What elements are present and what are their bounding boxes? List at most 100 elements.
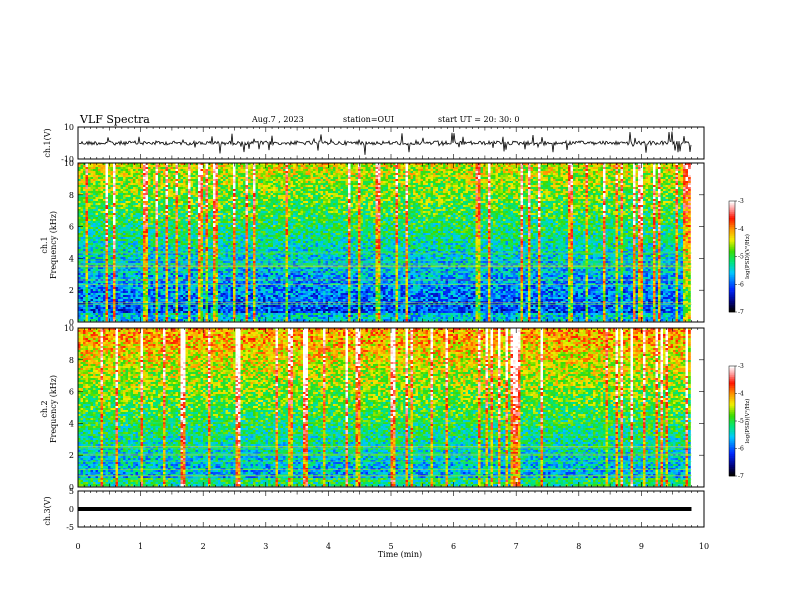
spectrogram-cell [225,317,229,320]
spectrogram-cell [78,181,81,184]
spectrogram-cell [123,227,126,230]
spectrogram-cell [118,237,121,240]
spectrogram-cell [193,211,196,214]
spectrogram-cell [140,173,144,176]
spectrogram-cell [228,169,231,172]
spectrogram-cell [175,217,179,220]
spectrogram-cell [150,173,154,176]
spectrogram-cell [100,305,104,308]
spectrogram-cell [100,285,104,288]
spectrogram-cell [190,213,194,216]
spectrogram-cell [108,259,111,262]
spectrogram-cell [175,223,179,226]
spectrogram-cell [155,257,159,260]
spectrogram-cell [193,223,196,226]
spectrogram-cell [183,305,186,308]
spectrogram-cell [113,179,116,182]
spectrogram-cell [205,317,209,320]
spectrogram-cell [170,259,174,262]
spectrogram-cell [195,217,199,220]
spectrogram-cell [145,203,149,206]
spectrogram-cell [165,167,169,170]
spectrogram-cell [150,319,154,322]
spectrogram-cell [168,191,171,194]
spectrogram-cell [168,311,171,314]
spectrogram-cell [100,189,104,192]
spectrogram-cell [210,231,214,234]
spectrogram-cell [140,183,144,186]
spectrogram-cell [155,167,159,170]
spectrogram-cell [158,177,161,180]
spectrogram-cell [188,261,191,264]
spectrogram-cell [125,233,129,236]
spectrogram-cell [88,205,91,208]
spectrogram-cell [105,203,109,206]
spectrogram-cell [105,199,109,202]
spectrogram-cell [168,181,171,184]
spectrogram-cell [175,273,179,276]
spectrogram-cell [80,309,84,312]
spectrogram-cell [145,233,149,236]
spectrogram-cell [185,189,189,192]
spectrogram-cell [105,247,109,250]
spectrogram-cell [228,165,231,168]
spectrogram-cell [148,201,151,204]
spectrogram-cell [153,315,156,318]
spectrogram-cell [88,215,91,218]
spectrogram-cell [135,189,139,192]
spectrogram-cell [223,197,226,200]
spectrogram-cell [78,197,81,200]
spectrogram-cell [203,251,206,254]
spectrogram-cell [190,313,194,316]
spectrogram-cell [180,181,184,184]
spectrogram-cell [130,293,134,296]
spectrogram-cell [190,245,194,248]
spectrogram-cell [100,179,104,182]
spectrogram-cell [110,275,114,278]
spectrogram-cell [143,185,146,188]
spectrogram-cell [103,199,106,202]
spectrogram-cell [223,209,226,212]
spectrogram-cell [213,181,216,184]
spectrogram-cell [170,199,174,202]
spectrogram-cell [220,221,224,224]
spectrogram-cell [205,237,209,240]
spectrogram-cell [113,251,116,254]
spectrogram-cell [113,215,116,218]
spectrogram-cell [80,189,84,192]
spectrogram-cell [178,259,181,262]
spectrogram-cell [133,239,136,242]
spectrogram-cell [78,281,81,284]
spectrogram-cell [210,243,214,246]
spectrogram-cell [153,275,156,278]
spectrogram-cell [188,195,191,198]
spectrogram-cell [113,249,116,252]
spectrogram-cell [135,313,139,316]
spectrogram-cell [223,205,226,208]
spectrogram-cell [208,239,211,242]
spectrogram-cell [160,277,164,280]
spectrogram-cell [85,309,89,312]
spectrogram-cell [200,311,204,314]
spectrogram-cell [158,207,161,210]
spectrogram-cell [128,299,131,302]
spectrogram-cell [160,261,164,264]
spectrogram-cell [223,193,226,196]
spectrogram-cell [125,239,129,242]
spectrogram-cell [183,281,186,284]
spectrogram-cell [133,305,136,308]
spectrogram-cell [98,301,101,304]
spectrogram-cell [110,221,114,224]
spectrogram-cell [215,169,219,172]
spectrogram-cell [95,173,99,176]
spectrogram-cell [198,247,201,250]
spectrogram-cell [175,297,179,300]
spectrogram-cell [190,169,194,172]
spectrogram-cell [143,299,146,302]
spectrogram-cell [133,313,136,316]
spectrogram-cell [88,259,91,262]
spectrogram-cell [193,199,196,202]
spectrogram-cell [103,267,106,270]
spectrogram-cell [78,305,81,308]
spectrogram-cell [223,229,226,232]
